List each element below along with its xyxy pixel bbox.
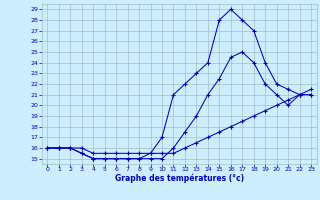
- X-axis label: Graphe des températures (°c): Graphe des températures (°c): [115, 174, 244, 183]
